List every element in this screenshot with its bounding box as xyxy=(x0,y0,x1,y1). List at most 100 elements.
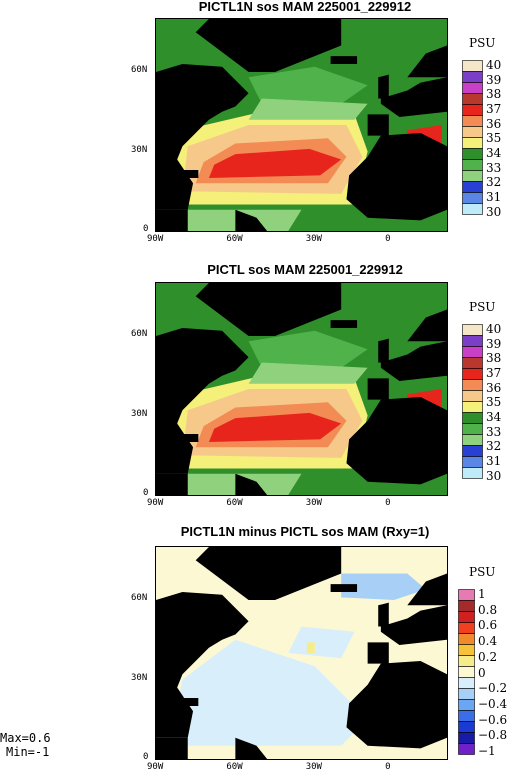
colorbar-swatch xyxy=(458,600,475,612)
colorbar-swatch xyxy=(462,82,483,94)
land-mass-10 xyxy=(177,434,199,442)
land-mass-4 xyxy=(367,114,389,136)
land-mass-2 xyxy=(235,737,268,759)
colorbar-swatch xyxy=(462,115,483,127)
salinity-region-5 xyxy=(248,362,368,384)
x-tick-label: 90W xyxy=(147,234,164,244)
colorbar-swatch xyxy=(462,423,483,435)
map-svg xyxy=(156,19,447,231)
panel-3-colorbar xyxy=(458,589,475,759)
colorbar-level-label: 0.2 xyxy=(478,649,498,664)
salinity-region-3 xyxy=(208,148,342,178)
land-mass-4 xyxy=(367,378,389,400)
colorbar-level-label: 36 xyxy=(486,380,502,395)
colorbar-svg xyxy=(458,589,475,755)
panel-1-map xyxy=(155,18,448,232)
salinity-region-3 xyxy=(306,642,315,653)
colorbar-level-label: 1 xyxy=(478,587,486,601)
colorbar-level-label: 36 xyxy=(486,116,502,131)
colorbar-level-label: 31 xyxy=(486,454,502,468)
max-stat: Max=0.6 xyxy=(0,731,51,745)
x-tick-label: 60W xyxy=(226,498,243,508)
colorbar-swatch xyxy=(458,721,475,733)
panel-1-colorbar xyxy=(462,60,483,219)
land-mass-7 xyxy=(195,19,342,72)
colorbar-level-label: 33 xyxy=(486,160,502,175)
salinity-region-7 xyxy=(161,473,302,495)
land-mass-4 xyxy=(367,642,389,664)
colorbar-swatch xyxy=(462,412,483,424)
land-mass-2 xyxy=(235,209,268,231)
land-mass-9 xyxy=(407,45,447,78)
colorbar-swatch xyxy=(462,335,483,347)
colorbar-swatch xyxy=(462,434,483,446)
colorbar-swatch xyxy=(462,346,483,358)
colorbar-swatch xyxy=(462,445,483,457)
colorbar-swatch xyxy=(458,699,475,711)
x-tick-label: 30W xyxy=(305,498,322,508)
colorbar-svg xyxy=(462,60,483,215)
colorbar-level-label: −0.2 xyxy=(478,681,508,696)
colorbar-swatch xyxy=(458,732,475,744)
panel-3-title: PICTL1N minus PICTL sos MAM (Rxy=1) xyxy=(180,524,430,539)
land-mass-6 xyxy=(378,602,389,627)
colorbar-level-label: 40 xyxy=(486,58,502,72)
colorbar-level-label: 34 xyxy=(486,146,502,160)
land-mass-6 xyxy=(378,338,389,363)
land-mass-7 xyxy=(195,283,342,336)
salinity-region-4 xyxy=(248,66,368,104)
colorbar-level-label: 37 xyxy=(486,102,502,116)
land-mass-2 xyxy=(235,473,268,495)
colorbar-swatch xyxy=(462,401,483,413)
x-tick-label: 90W xyxy=(147,498,164,508)
x-tick-label: 60W xyxy=(226,762,243,772)
panel-1-title: PICTL1N sos MAM 225001_229912 xyxy=(198,0,412,14)
colorbar-level-label: 39 xyxy=(486,336,502,351)
panel-3-colorbar-units: PSU xyxy=(469,565,496,579)
colorbar-level-label: −0.6 xyxy=(478,712,508,727)
colorbar-swatch xyxy=(458,655,475,667)
colorbar-level-label: 34 xyxy=(486,410,502,424)
colorbar-level-label: 39 xyxy=(486,72,502,87)
min-stat: Min=-1 xyxy=(6,745,50,759)
colorbar-level-label: 35 xyxy=(486,395,502,410)
y-tick-label: 30N xyxy=(131,672,148,683)
colorbar-level-label: 32 xyxy=(486,175,502,190)
land-mass-9 xyxy=(407,573,447,606)
land-mass-10 xyxy=(177,698,199,706)
colorbar-level-label: 0.4 xyxy=(478,634,498,649)
panel-2-title: PICTL sos MAM 225001_229912 xyxy=(207,262,403,277)
land-mass-5 xyxy=(380,605,447,646)
colorbar-swatch xyxy=(462,192,483,204)
salinity-region-1 xyxy=(341,573,426,600)
salinity-region-5 xyxy=(248,98,368,120)
colorbar-swatch xyxy=(458,666,475,678)
panel-2-map xyxy=(155,282,448,496)
land-mass-7 xyxy=(195,547,342,600)
land-mass-1 xyxy=(156,473,188,495)
colorbar-level-label: 37 xyxy=(486,366,502,380)
land-mass-1 xyxy=(156,209,188,231)
colorbar-level-label: 35 xyxy=(486,131,502,146)
colorbar-level-label: −1 xyxy=(478,744,496,759)
x-tick-label: 30W xyxy=(305,762,322,772)
salinity-region-0 xyxy=(169,639,368,746)
land-mass-8 xyxy=(330,584,358,593)
colorbar-level-label: −0.4 xyxy=(478,697,508,711)
colorbar-swatch xyxy=(462,93,483,105)
colorbar-swatch xyxy=(462,104,483,116)
salinity-region-3 xyxy=(208,412,342,442)
land-mass-8 xyxy=(330,56,358,65)
colorbar-svg xyxy=(462,324,483,479)
colorbar-swatch xyxy=(462,137,483,149)
colorbar-level-label: 33 xyxy=(486,424,502,439)
colorbar-swatch xyxy=(462,324,483,336)
x-tick-label: 0 xyxy=(385,762,391,772)
y-tick-label: 60N xyxy=(131,65,148,75)
land-mass-3 xyxy=(346,396,447,485)
colorbar-swatch xyxy=(458,633,475,645)
land-mass-3 xyxy=(346,132,447,221)
x-tick-label: 30W xyxy=(305,234,322,244)
colorbar-level-label: 40 xyxy=(486,322,502,336)
x-tick-label: 60W xyxy=(226,234,243,244)
